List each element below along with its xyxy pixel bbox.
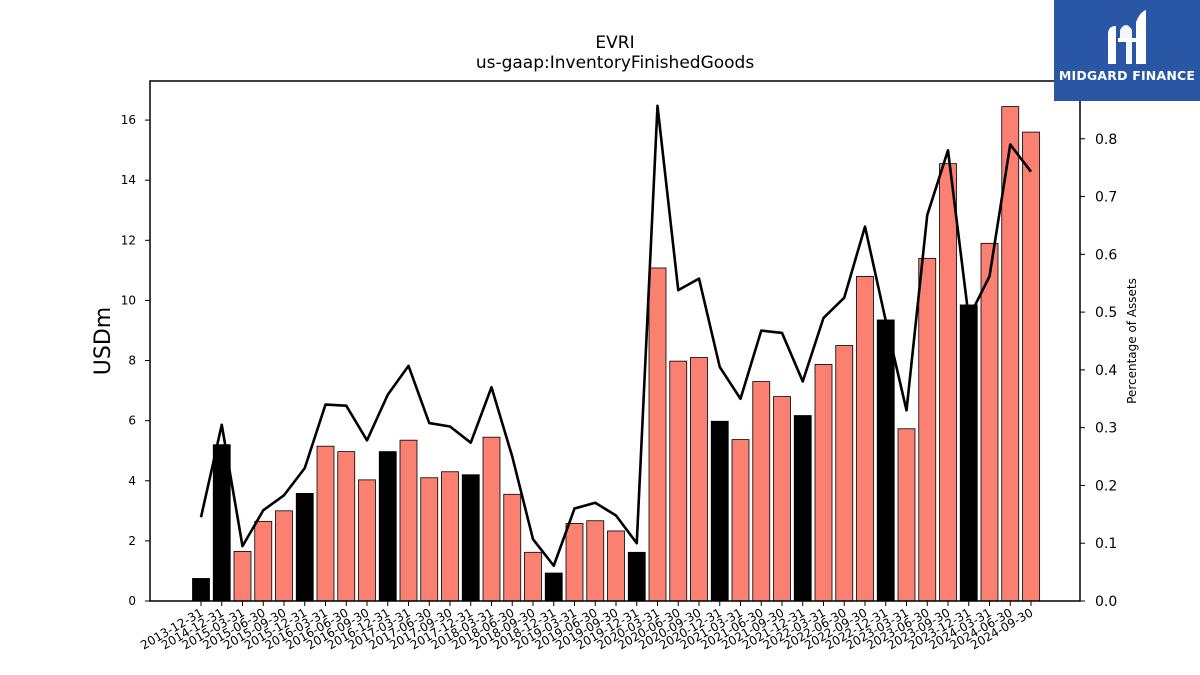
bar-2020-06-30 [669, 360, 688, 602]
bar-2015-06-30 [254, 520, 273, 602]
right-tick-label: 0.4 [1095, 363, 1117, 379]
left-tick-label: 12 [121, 233, 136, 247]
left-tick-label: 2 [128, 534, 136, 548]
left-axis: 0 2 4 6 8 10 12 14 16 [121, 113, 150, 608]
right-tick-label: 0.1 [1095, 536, 1117, 552]
right-tick-label: 0.0 [1095, 594, 1117, 610]
bar-2019-06-30 [586, 520, 605, 602]
bar-2022-03-31 [814, 364, 833, 602]
bar-2018-06-30 [503, 493, 522, 602]
right-tick-label: 0.7 [1095, 190, 1117, 206]
bar-2023-03-31 [897, 428, 916, 602]
bar-2016-06-30 [337, 451, 356, 602]
bar-2024-03-31 [980, 242, 999, 602]
bar-2023-06-30 [918, 257, 937, 602]
bar-2017-12-31 [461, 474, 480, 602]
bar-2018-09-30 [524, 551, 542, 602]
bar-2020-03-31 [648, 267, 667, 602]
brand-name: MIDGARD FINANCE [1058, 68, 1196, 83]
bar-2021-06-30 [752, 381, 771, 602]
plot-frame [149, 80, 1081, 602]
bar-2017-09-30 [441, 471, 459, 602]
bar-2023-09-30 [939, 163, 957, 602]
bar-2024-09-30 [1022, 131, 1040, 602]
bar-2020-09-30 [690, 357, 708, 602]
bar-2021-12-31 [793, 415, 812, 602]
bar-2014-12-31 [212, 444, 231, 602]
y-axis-label-right: Percentage of Assets [1125, 278, 1139, 404]
right-tick-label: 0.5 [1095, 305, 1117, 321]
right-tick-label: 0.6 [1095, 247, 1117, 263]
bar-2015-09-30 [275, 510, 293, 602]
chart-subtitle: us-gaap:InventoryFinishedGoods [476, 53, 755, 73]
bar-2015-12-31 [295, 492, 314, 602]
brand-logo: MIDGARD FINANCE [1054, 0, 1200, 101]
bar-2019-09-30 [607, 530, 625, 602]
bar-2019-12-31 [627, 551, 646, 602]
bars-group [192, 106, 1040, 602]
left-tick-label: 0 [128, 594, 136, 608]
bar-2016-09-30 [358, 479, 376, 602]
y-axis-label-left: USDm [91, 307, 116, 375]
bar-2018-03-31 [482, 436, 501, 602]
line-group [199, 104, 1033, 568]
right-tick-label: 0.8 [1095, 132, 1117, 148]
bar-2019-03-31 [565, 523, 584, 602]
bar-2021-09-30 [773, 396, 791, 602]
left-tick-label: 14 [121, 173, 136, 187]
chart-title: EVRI [595, 33, 634, 53]
bar-2017-03-31 [399, 439, 418, 602]
bar-2018-12-31 [544, 572, 563, 602]
bar-2015-03-31 [233, 551, 252, 602]
bar-2022-06-30 [835, 345, 854, 602]
bar-2017-06-30 [420, 477, 439, 602]
right-tick-label: 0.2 [1095, 478, 1117, 494]
logo-mark-icon [1108, 10, 1146, 64]
percentage-line [199, 104, 1033, 568]
bar-2023-12-31 [959, 304, 978, 602]
x-axis: 2013-12-312014-12-312015-03-312015-06-30… [138, 601, 1036, 652]
bar-2016-12-31 [378, 451, 397, 602]
left-tick-label: 6 [128, 414, 136, 428]
bar-2016-03-31 [316, 445, 335, 602]
left-tick-label: 4 [128, 474, 136, 488]
right-tick-label: 0.3 [1095, 421, 1117, 437]
right-axis: 0.0 0.1 0.2 0.3 0.4 0.5 0.6 0.7 0.8 [1080, 132, 1117, 610]
bar-2021-03-31 [731, 439, 750, 602]
bar-2013-12-31 [192, 578, 210, 602]
left-tick-label: 16 [121, 113, 136, 127]
left-tick-label: 10 [121, 293, 136, 307]
bar-2022-09-30 [856, 275, 874, 602]
bar-2020-12-31 [710, 420, 729, 602]
left-tick-label: 8 [128, 354, 136, 368]
bar-2022-12-31 [876, 319, 895, 602]
